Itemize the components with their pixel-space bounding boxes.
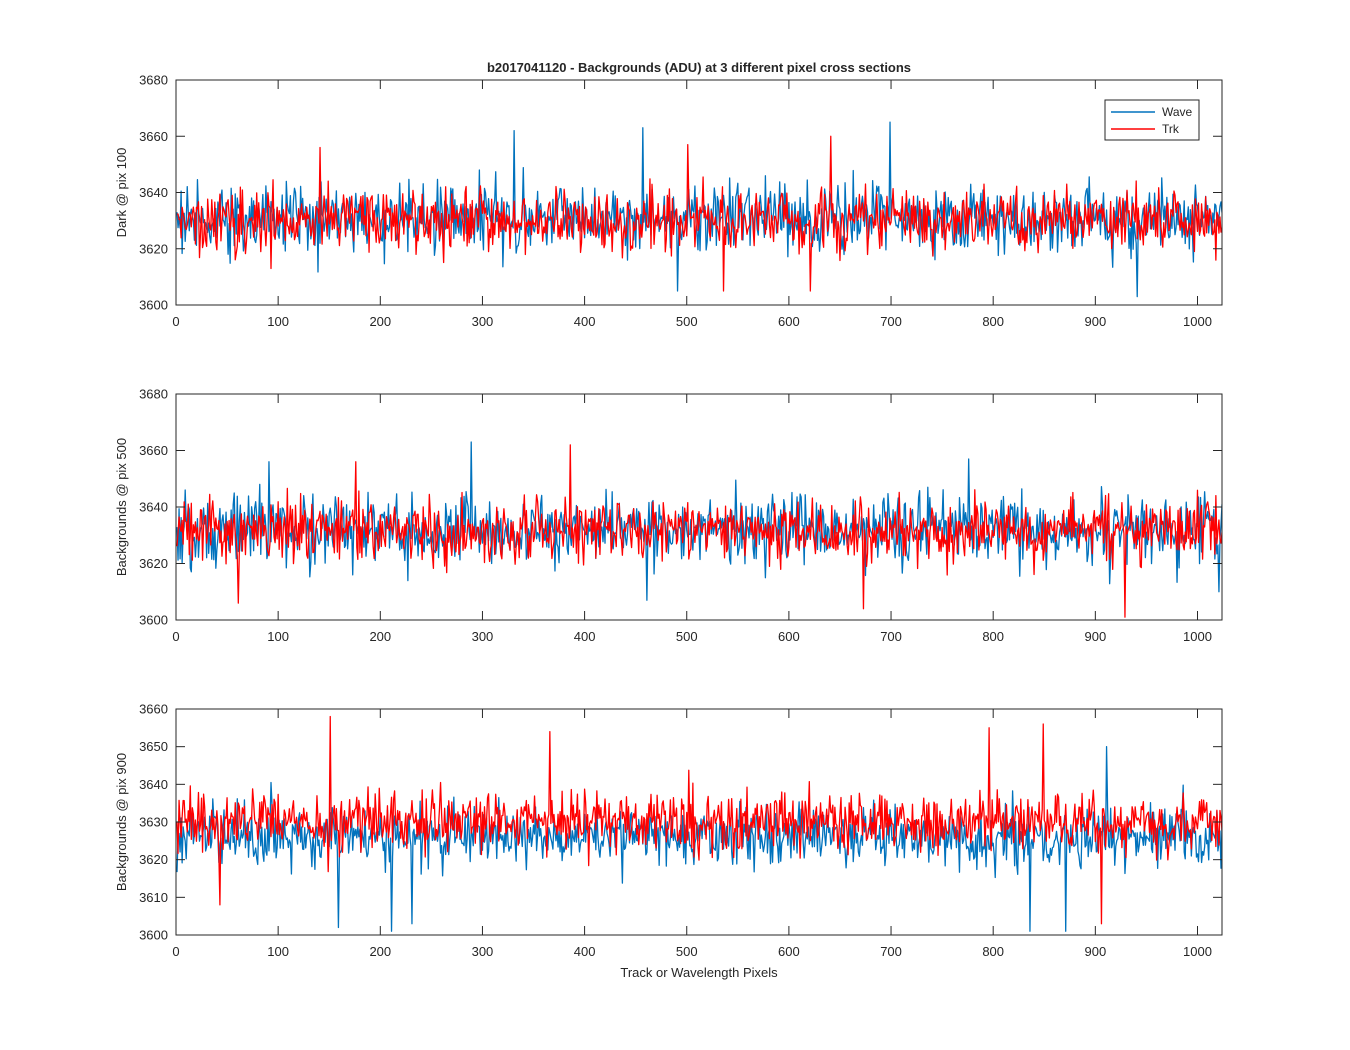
y-tick-label: 3650: [139, 739, 168, 754]
y-tick-label: 3660: [139, 443, 168, 458]
y-tick-label: 3680: [139, 387, 168, 402]
x-tick-label: 500: [676, 629, 698, 644]
legend-label-trk: Trk: [1162, 122, 1180, 136]
x-tick-label: 0: [172, 944, 179, 959]
x-tick-label: 100: [267, 314, 289, 329]
y-tick-label: 3620: [139, 241, 168, 256]
x-tick-label: 800: [982, 629, 1004, 644]
x-tick-label: 100: [267, 629, 289, 644]
x-tick-label: 500: [676, 314, 698, 329]
x-tick-label: 600: [778, 314, 800, 329]
x-tick-label: 900: [1084, 944, 1106, 959]
x-tick-label: 1000: [1183, 629, 1212, 644]
x-tick-label: 400: [574, 629, 596, 644]
x-tick-label: 400: [574, 314, 596, 329]
y-tick-label: 3630: [139, 815, 168, 830]
plot-area: [176, 394, 1222, 620]
y-axis-label: Backgrounds @ pix 500: [114, 438, 129, 576]
y-tick-label: 3600: [139, 298, 168, 313]
x-tick-label: 400: [574, 944, 596, 959]
x-tick-label: 700: [880, 314, 902, 329]
x-tick-label: 100: [267, 944, 289, 959]
x-tick-label: 200: [369, 314, 391, 329]
x-tick-label: 0: [172, 629, 179, 644]
y-tick-label: 3610: [139, 890, 168, 905]
x-tick-label: 1000: [1183, 944, 1212, 959]
y-tick-label: 3620: [139, 556, 168, 571]
y-tick-label: 3600: [139, 613, 168, 628]
x-tick-label: 900: [1084, 314, 1106, 329]
x-axis-label: Track or Wavelength Pixels: [620, 965, 778, 980]
y-tick-label: 3680: [139, 73, 168, 88]
series-line-trk: [176, 135, 1222, 292]
y-tick-label: 3660: [139, 702, 168, 717]
y-tick-label: 3640: [139, 777, 168, 792]
x-tick-label: 200: [369, 629, 391, 644]
x-tick-label: 200: [369, 944, 391, 959]
legend-label-wave: Wave: [1162, 105, 1193, 119]
series-line-trk: [176, 715, 1222, 925]
chart-panel-1: 0 100 200 300 400 500 600 700 800 900 1000 3600 3620…: [114, 60, 1223, 329]
y-tick-label: 3600: [139, 928, 168, 943]
x-tick-label: 800: [982, 314, 1004, 329]
y-tick-label: 3620: [139, 852, 168, 867]
y-tick-label: 3640: [139, 500, 168, 515]
chart-panel-3: 0 100 200 300 400 500 600 700 800 900 1000 3600 3610…: [114, 702, 1223, 980]
y-axis-label: Backgrounds @ pix 900: [114, 753, 129, 891]
y-tick-label: 3660: [139, 129, 168, 144]
legend-box: [1104, 99, 1200, 141]
chart-panel-2: 0 100 200 300 400 500 600 700 800 900 1000 3600 3620…: [114, 387, 1223, 644]
x-tick-label: 300: [472, 944, 494, 959]
x-tick-label: 300: [472, 629, 494, 644]
x-tick-label: 300: [472, 314, 494, 329]
series-line-wave: [176, 121, 1222, 298]
x-tick-label: 700: [880, 944, 902, 959]
plot-area: [176, 80, 1222, 305]
x-tick-label: 500: [676, 944, 698, 959]
x-tick-label: 0: [172, 314, 179, 329]
legend: Wave Trk: [1104, 99, 1200, 141]
panels: 0 100 200 300 400 500 600 700 800 900 100036003620…: [114, 60, 1223, 980]
x-tick-label: 1000: [1183, 314, 1212, 329]
y-axis-label: Dark @ pix 100: [114, 148, 129, 238]
series-line-trk: [176, 444, 1222, 618]
x-tick-label: 800: [982, 944, 1004, 959]
x-tick-label: 900: [1084, 629, 1106, 644]
x-tick-label: 600: [778, 629, 800, 644]
x-tick-label: 600: [778, 944, 800, 959]
y-tick-label: 3640: [139, 185, 168, 200]
x-tick-label: 700: [880, 629, 902, 644]
chart-title: b2017041120 - Backgrounds (ADU) at 3 dif…: [487, 60, 911, 75]
